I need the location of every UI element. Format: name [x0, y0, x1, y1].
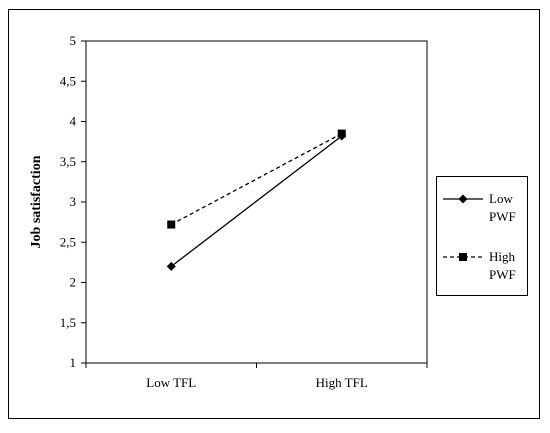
y-axis: 1 1,5 2 2,5 3 3,5 4 4,5 5 [60, 33, 86, 370]
y-tick-label: 4 [70, 114, 77, 129]
y-tick-label: 4,5 [60, 73, 76, 88]
legend-marker-1 [459, 253, 467, 261]
legend-marker-0 [458, 194, 468, 204]
series-0-point [166, 261, 176, 271]
y-tick-label: 5 [70, 33, 77, 48]
y-tick-label: 2,5 [60, 234, 76, 249]
legend-label: PWF [489, 209, 516, 224]
legend: Low PWF High PWF [436, 176, 528, 296]
legend-svg: Low PWF High PWF [443, 191, 516, 282]
legend-label: High [489, 249, 516, 264]
y-tick-label: 1 [70, 355, 77, 370]
legend-label: PWF [489, 267, 516, 282]
series-line-1 [170, 133, 343, 226]
y-tick-label: 2 [70, 275, 77, 290]
series-1-point [167, 220, 176, 229]
series-line-0 [170, 135, 343, 267]
chart-frame [8, 9, 540, 419]
legend-label: Low [489, 191, 513, 206]
x-axis: Low TFL High TFL [85, 363, 428, 390]
y-axis-title: Job satisfaction [29, 155, 44, 248]
x-tick-label: High TFL [316, 375, 368, 390]
y-tick-label: 3,5 [60, 154, 76, 169]
y-tick-label: 3 [70, 194, 77, 209]
x-tick-label: Low TFL [146, 375, 196, 390]
y-tick-label: 1,5 [60, 315, 76, 330]
series-1-point [337, 129, 346, 138]
series-layer [166, 129, 347, 271]
